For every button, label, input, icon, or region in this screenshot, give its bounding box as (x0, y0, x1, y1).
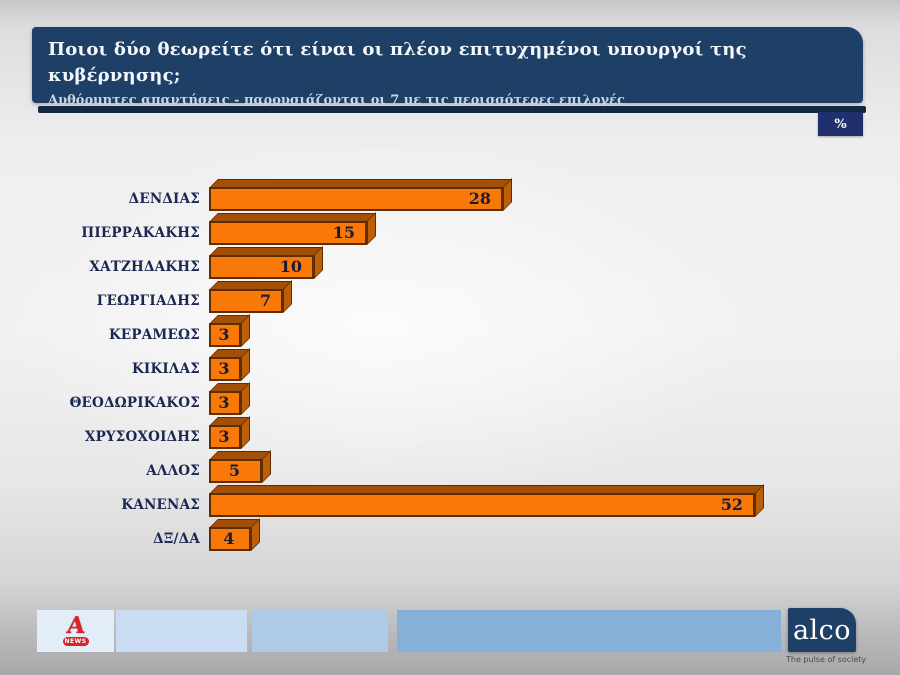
category-label: ΧΑΤΖΗΔΑΚΗΣ (89, 259, 200, 275)
alco-logo-text: alco (792, 614, 852, 646)
question-subtitle: Αυθόρμητες απαντήσεις - παρουσιάζονται ο… (48, 93, 625, 108)
bar-value-label: 3 (218, 427, 230, 446)
category-label: ΓΕΩΡΓΙΑΔΗΣ (96, 293, 200, 309)
bar-value-label: 10 (279, 257, 302, 276)
bar-front-face: 15 (209, 221, 367, 245)
bar-front-face: 52 (209, 493, 755, 517)
question-title: Ποιοι δύο θεωρείτε ότι είναι οι πλέον επ… (48, 39, 747, 86)
category-label: ΚΑΝΕΝΑΣ (121, 497, 200, 513)
bar-front-face: 3 (209, 391, 241, 415)
question-panel: Ποιοι δύο θεωρείτε ότι είναι οι πλέον επ… (32, 27, 863, 108)
category-label: ΠΙΕΡΡΑΚΑΚΗΣ (81, 225, 200, 241)
bar-front-face: 10 (209, 255, 314, 279)
bar-front-face: 7 (209, 289, 283, 313)
bar-value-label: 28 (468, 189, 491, 208)
footer-panel-dark (397, 610, 781, 652)
bar-value-label: 3 (218, 393, 230, 412)
bar-value-label: 3 (218, 359, 230, 378)
category-label: ΚΙΚΙΛΑΣ (132, 361, 200, 377)
bar-front-face: 4 (209, 527, 251, 551)
bar-chart: ΔΕΝΔΙΑΣ 28 ΠΙΕΡΡΑΚΑΚΗΣ 15 ΧΑΤΖΗΔΑΚΗΣ 10 ΓΕΩΡΓΙ… (30, 178, 875, 564)
bar-front-face: 28 (209, 187, 503, 211)
category-label: ΧΡΥΣΟΧΟΙΔΗΣ (84, 429, 200, 445)
bar-front-face: 3 (209, 425, 241, 449)
bar-value-label: 5 (228, 461, 241, 480)
bar-value-label: 3 (218, 325, 230, 344)
bar-value-label: 7 (259, 291, 271, 310)
bar-value-label: 15 (332, 223, 355, 242)
bar-front-face: 3 (209, 323, 241, 347)
category-label: ΚΕΡΑΜΕΩΣ (108, 327, 200, 343)
footer-panel-light (116, 610, 247, 652)
alpha-letter-icon: A (65, 612, 86, 639)
alpha-news-logo: A NEWS (37, 610, 114, 652)
footer: A NEWS alco The pulse of society (0, 596, 900, 675)
header-underline (38, 106, 866, 113)
category-label: ΑΛΛΟΣ (146, 463, 200, 479)
alco-logo: alco (788, 608, 856, 652)
alco-tagline: The pulse of society (786, 655, 867, 664)
category-label: ΔΕΝΔΙΑΣ (128, 191, 200, 207)
category-label: ΔΞ/ΔΑ (153, 531, 200, 547)
bar-front-face: 5 (209, 459, 262, 483)
footer-panel-medium (252, 610, 388, 652)
bar-value-label: 52 (720, 495, 743, 514)
bar-value-label: 4 (223, 529, 235, 548)
bar-front-face: 3 (209, 357, 241, 381)
alpha-news-label: NEWS (62, 637, 89, 646)
percent-badge: % (818, 112, 863, 136)
category-label: ΘΕΟΔΩΡΙΚΑΚΟΣ (69, 395, 200, 411)
